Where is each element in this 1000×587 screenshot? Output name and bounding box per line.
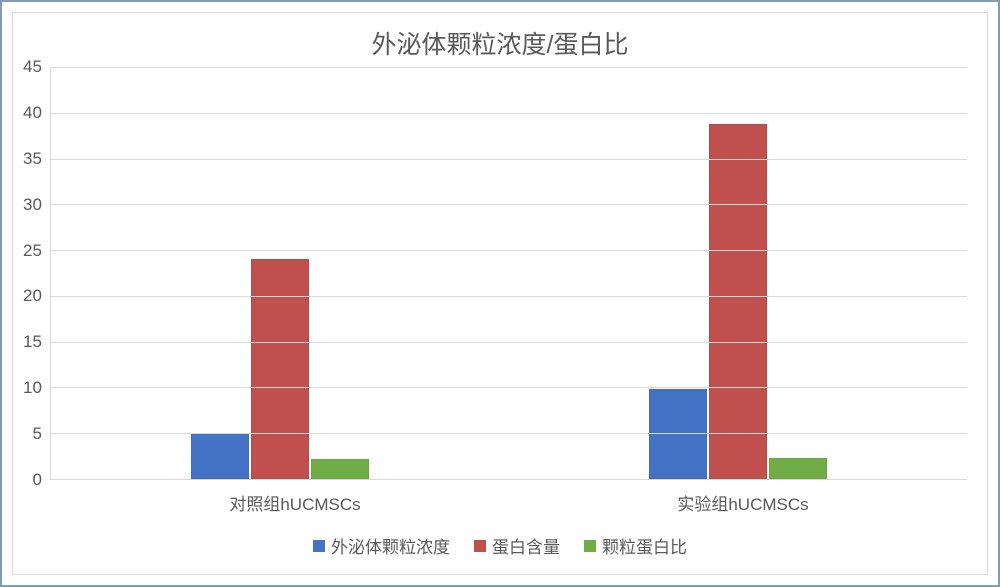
grid-line — [51, 159, 967, 160]
x-tick-label: 实验组hUCMSCs — [519, 480, 967, 521]
grid-line — [51, 67, 967, 68]
legend-swatch — [474, 540, 486, 552]
legend-item: 颗粒蛋白比 — [584, 533, 687, 558]
chart-frame: 外泌体颗粒浓度/蛋白比 454035302520151050 对照组hUCMSC… — [12, 12, 988, 575]
grid-line — [51, 250, 967, 251]
outer-frame: 外泌体颗粒浓度/蛋白比 454035302520151050 对照组hUCMSC… — [0, 0, 1000, 587]
plot-area-wrap: 454035302520151050 — [13, 67, 987, 480]
y-axis: 454035302520151050 — [23, 67, 50, 480]
x-axis-labels: 对照组hUCMSCs实验组hUCMSCs — [13, 480, 987, 521]
bar — [251, 259, 309, 479]
legend-swatch — [313, 540, 325, 552]
legend-swatch — [584, 540, 596, 552]
grid-line — [51, 204, 967, 205]
bar-group — [51, 67, 509, 479]
bar — [311, 459, 369, 479]
bar — [191, 433, 249, 479]
bar — [709, 124, 767, 479]
chart-title: 外泌体颗粒浓度/蛋白比 — [13, 13, 987, 67]
legend: 外泌体颗粒浓度 蛋白含量 颗粒蛋白比 — [13, 521, 987, 574]
bar — [769, 458, 827, 479]
legend-item: 蛋白含量 — [474, 533, 560, 558]
legend-item: 外泌体颗粒浓度 — [313, 533, 450, 558]
grid-line — [51, 296, 967, 297]
legend-label: 外泌体颗粒浓度 — [331, 533, 450, 558]
grid-line — [51, 387, 967, 388]
grid-line — [51, 433, 967, 434]
grid-line — [51, 342, 967, 343]
legend-label: 颗粒蛋白比 — [602, 533, 687, 558]
bar-groups — [51, 67, 967, 479]
grid-line — [51, 113, 967, 114]
legend-label: 蛋白含量 — [492, 533, 560, 558]
bar-group — [509, 67, 967, 479]
x-tick-label: 对照组hUCMSCs — [71, 480, 519, 521]
plot-area — [50, 67, 967, 480]
